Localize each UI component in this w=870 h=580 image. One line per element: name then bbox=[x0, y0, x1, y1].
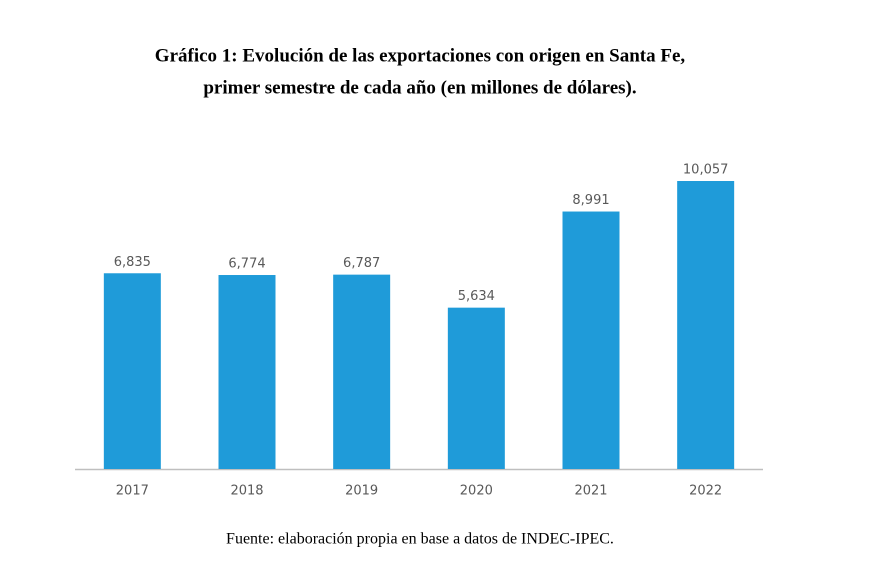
bar bbox=[677, 181, 735, 469]
value-label: 8,991 bbox=[572, 193, 609, 208]
chart-title: Gráfico 1: Evolución de las exportacione… bbox=[155, 45, 686, 66]
value-label: 10,057 bbox=[683, 163, 729, 178]
value-label: 6,787 bbox=[343, 256, 380, 271]
source-note: Fuente: elaboración propia en base a dat… bbox=[226, 531, 614, 548]
value-label: 6,835 bbox=[114, 255, 151, 270]
chart-title: primer semestre de cada año (en millones… bbox=[203, 77, 636, 98]
bar bbox=[562, 211, 620, 469]
x-tick-label: 2022 bbox=[689, 484, 722, 499]
bar bbox=[103, 273, 161, 469]
value-label: 6,774 bbox=[228, 257, 265, 272]
bar bbox=[447, 307, 505, 469]
x-tick-label: 2020 bbox=[460, 484, 493, 499]
x-tick-label: 2017 bbox=[116, 484, 149, 499]
x-tick-label: 2021 bbox=[574, 484, 607, 499]
x-tick-label: 2018 bbox=[230, 484, 263, 499]
bar bbox=[218, 275, 276, 469]
bar bbox=[333, 274, 391, 469]
value-label: 5,634 bbox=[458, 289, 495, 304]
x-tick-label: 2019 bbox=[345, 484, 378, 499]
